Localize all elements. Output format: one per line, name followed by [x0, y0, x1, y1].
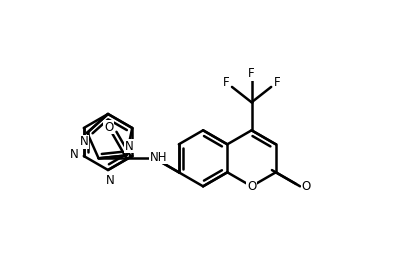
Text: NH: NH [150, 151, 167, 164]
Text: N: N [69, 147, 78, 160]
Text: F: F [273, 76, 280, 89]
Text: N: N [125, 140, 133, 153]
Text: O: O [104, 121, 113, 134]
Text: F: F [248, 67, 254, 80]
Text: N: N [105, 173, 114, 186]
Text: O: O [301, 180, 310, 193]
Text: O: O [246, 180, 256, 193]
Text: F: F [222, 76, 229, 89]
Text: N: N [80, 135, 88, 148]
